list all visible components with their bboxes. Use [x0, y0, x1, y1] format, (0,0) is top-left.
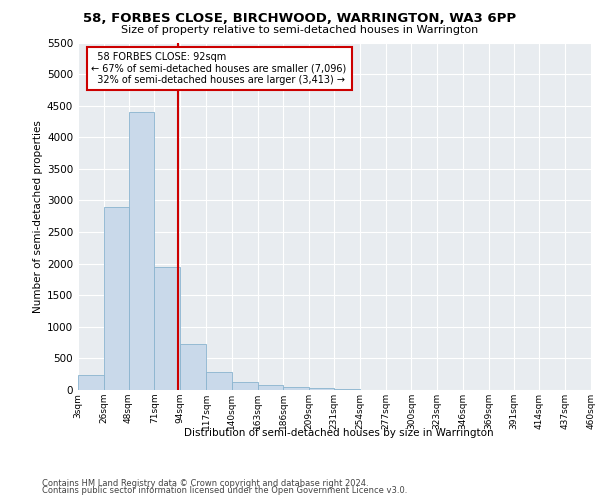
Text: Distribution of semi-detached houses by size in Warrington: Distribution of semi-detached houses by … — [184, 428, 494, 438]
Y-axis label: Number of semi-detached properties: Number of semi-detached properties — [33, 120, 43, 312]
Text: 58, FORBES CLOSE, BIRCHWOOD, WARRINGTON, WA3 6PP: 58, FORBES CLOSE, BIRCHWOOD, WARRINGTON,… — [83, 12, 517, 26]
Bar — [78, 376, 104, 390]
Text: Contains HM Land Registry data © Crown copyright and database right 2024.: Contains HM Land Registry data © Crown c… — [42, 478, 368, 488]
Bar — [232, 382, 257, 390]
Text: Contains public sector information licensed under the Open Government Licence v3: Contains public sector information licen… — [42, 486, 407, 495]
Bar — [206, 372, 232, 390]
Bar — [283, 387, 309, 390]
Text: Size of property relative to semi-detached houses in Warrington: Size of property relative to semi-detach… — [121, 25, 479, 35]
Bar — [180, 344, 206, 390]
Bar — [334, 389, 360, 390]
Bar — [309, 388, 334, 390]
Bar — [257, 385, 283, 390]
Bar — [104, 207, 128, 390]
Bar — [154, 267, 180, 390]
Bar — [128, 112, 154, 390]
Text: 58 FORBES CLOSE: 92sqm
← 67% of semi-detached houses are smaller (7,096)
  32% o: 58 FORBES CLOSE: 92sqm ← 67% of semi-det… — [91, 52, 347, 85]
